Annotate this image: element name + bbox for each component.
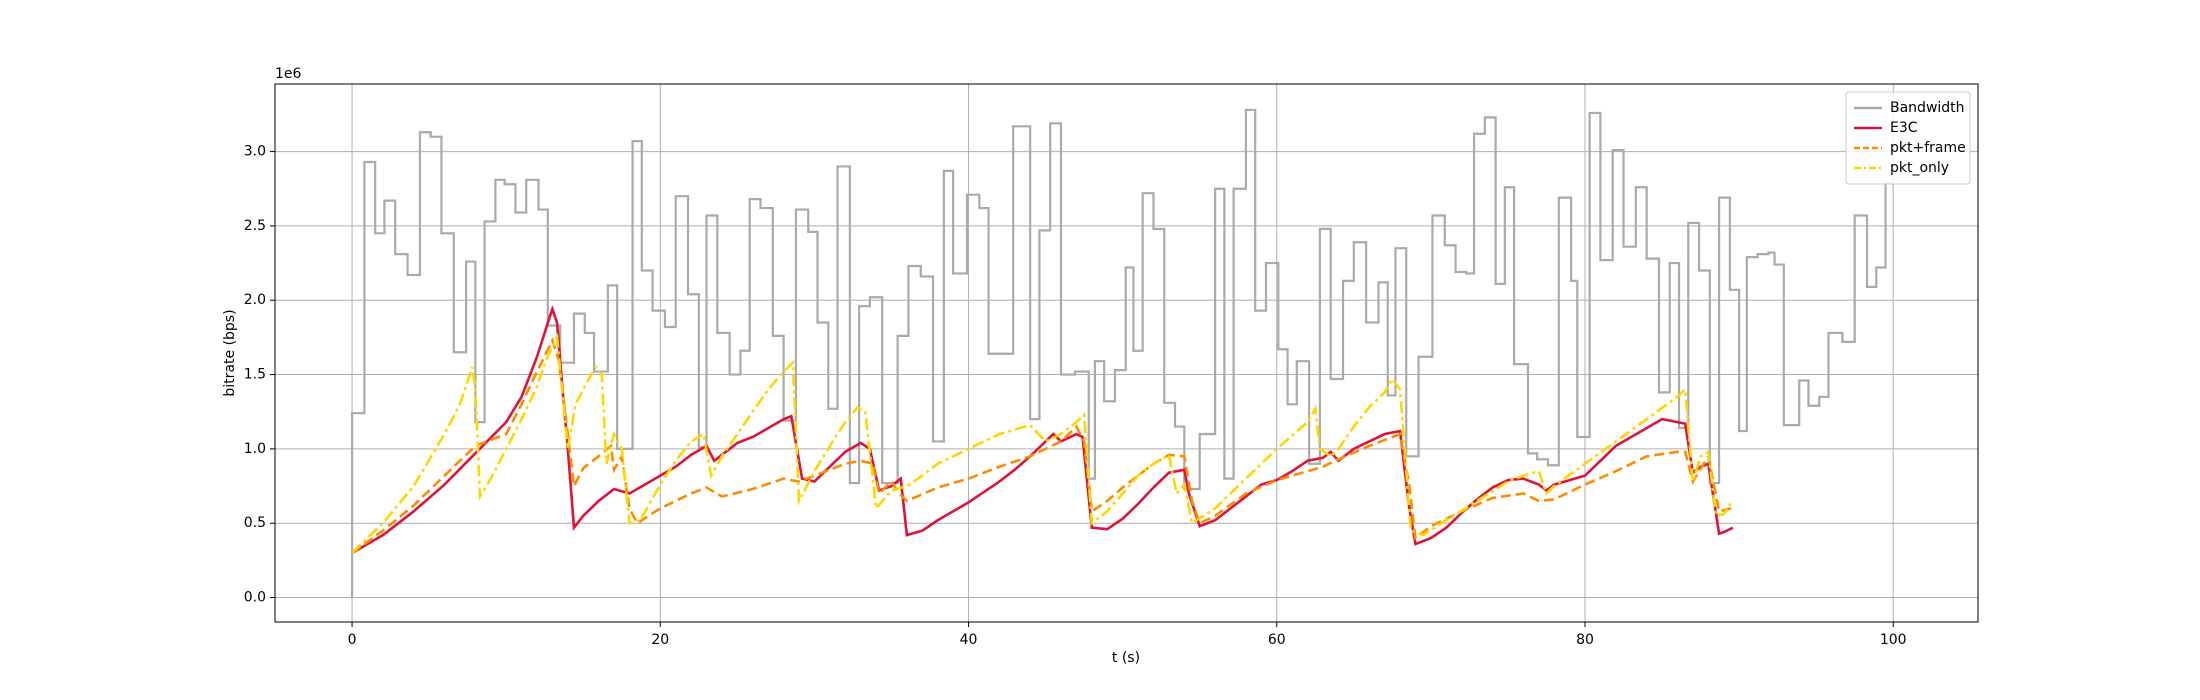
series-line [351,305,1734,555]
y-tick-label: 1.0 [244,441,266,457]
series-line [351,332,1733,554]
y-tick-label: 2.5 [244,218,266,234]
y-tick-label: 2.0 [244,292,266,308]
x-tick-label: 60 [1268,632,1286,648]
x-tick-label: 40 [960,632,978,648]
legend: Bandwidth E3C pkt+frame pkt_only [1845,91,1971,185]
x-axis-label: t (s) [1112,650,1140,666]
legend-label: E3C [1890,120,1918,136]
x-tick-label: 80 [1576,632,1594,648]
legend-label: pkt_only [1890,160,1949,176]
y-axis-label: bitrate (bps) [222,309,238,396]
legend-label: Bandwidth [1890,100,1965,116]
x-tick-label: 20 [651,632,669,648]
y-tick-label: 0.0 [244,590,266,606]
legend-box [1845,91,1971,185]
y-offset-label: 1e6 [275,66,302,82]
plot-frame [274,83,1979,623]
x-tick-label: 100 [1880,632,1907,648]
y-tick-label: 0.5 [244,515,266,531]
y-tick-label: 3.0 [244,144,266,160]
series-line [350,108,1894,598]
x-tick-label: 0 [348,632,357,648]
series-line [351,336,1732,555]
legend-label: pkt+frame [1890,140,1966,156]
y-tick-label: 1.5 [244,367,266,383]
